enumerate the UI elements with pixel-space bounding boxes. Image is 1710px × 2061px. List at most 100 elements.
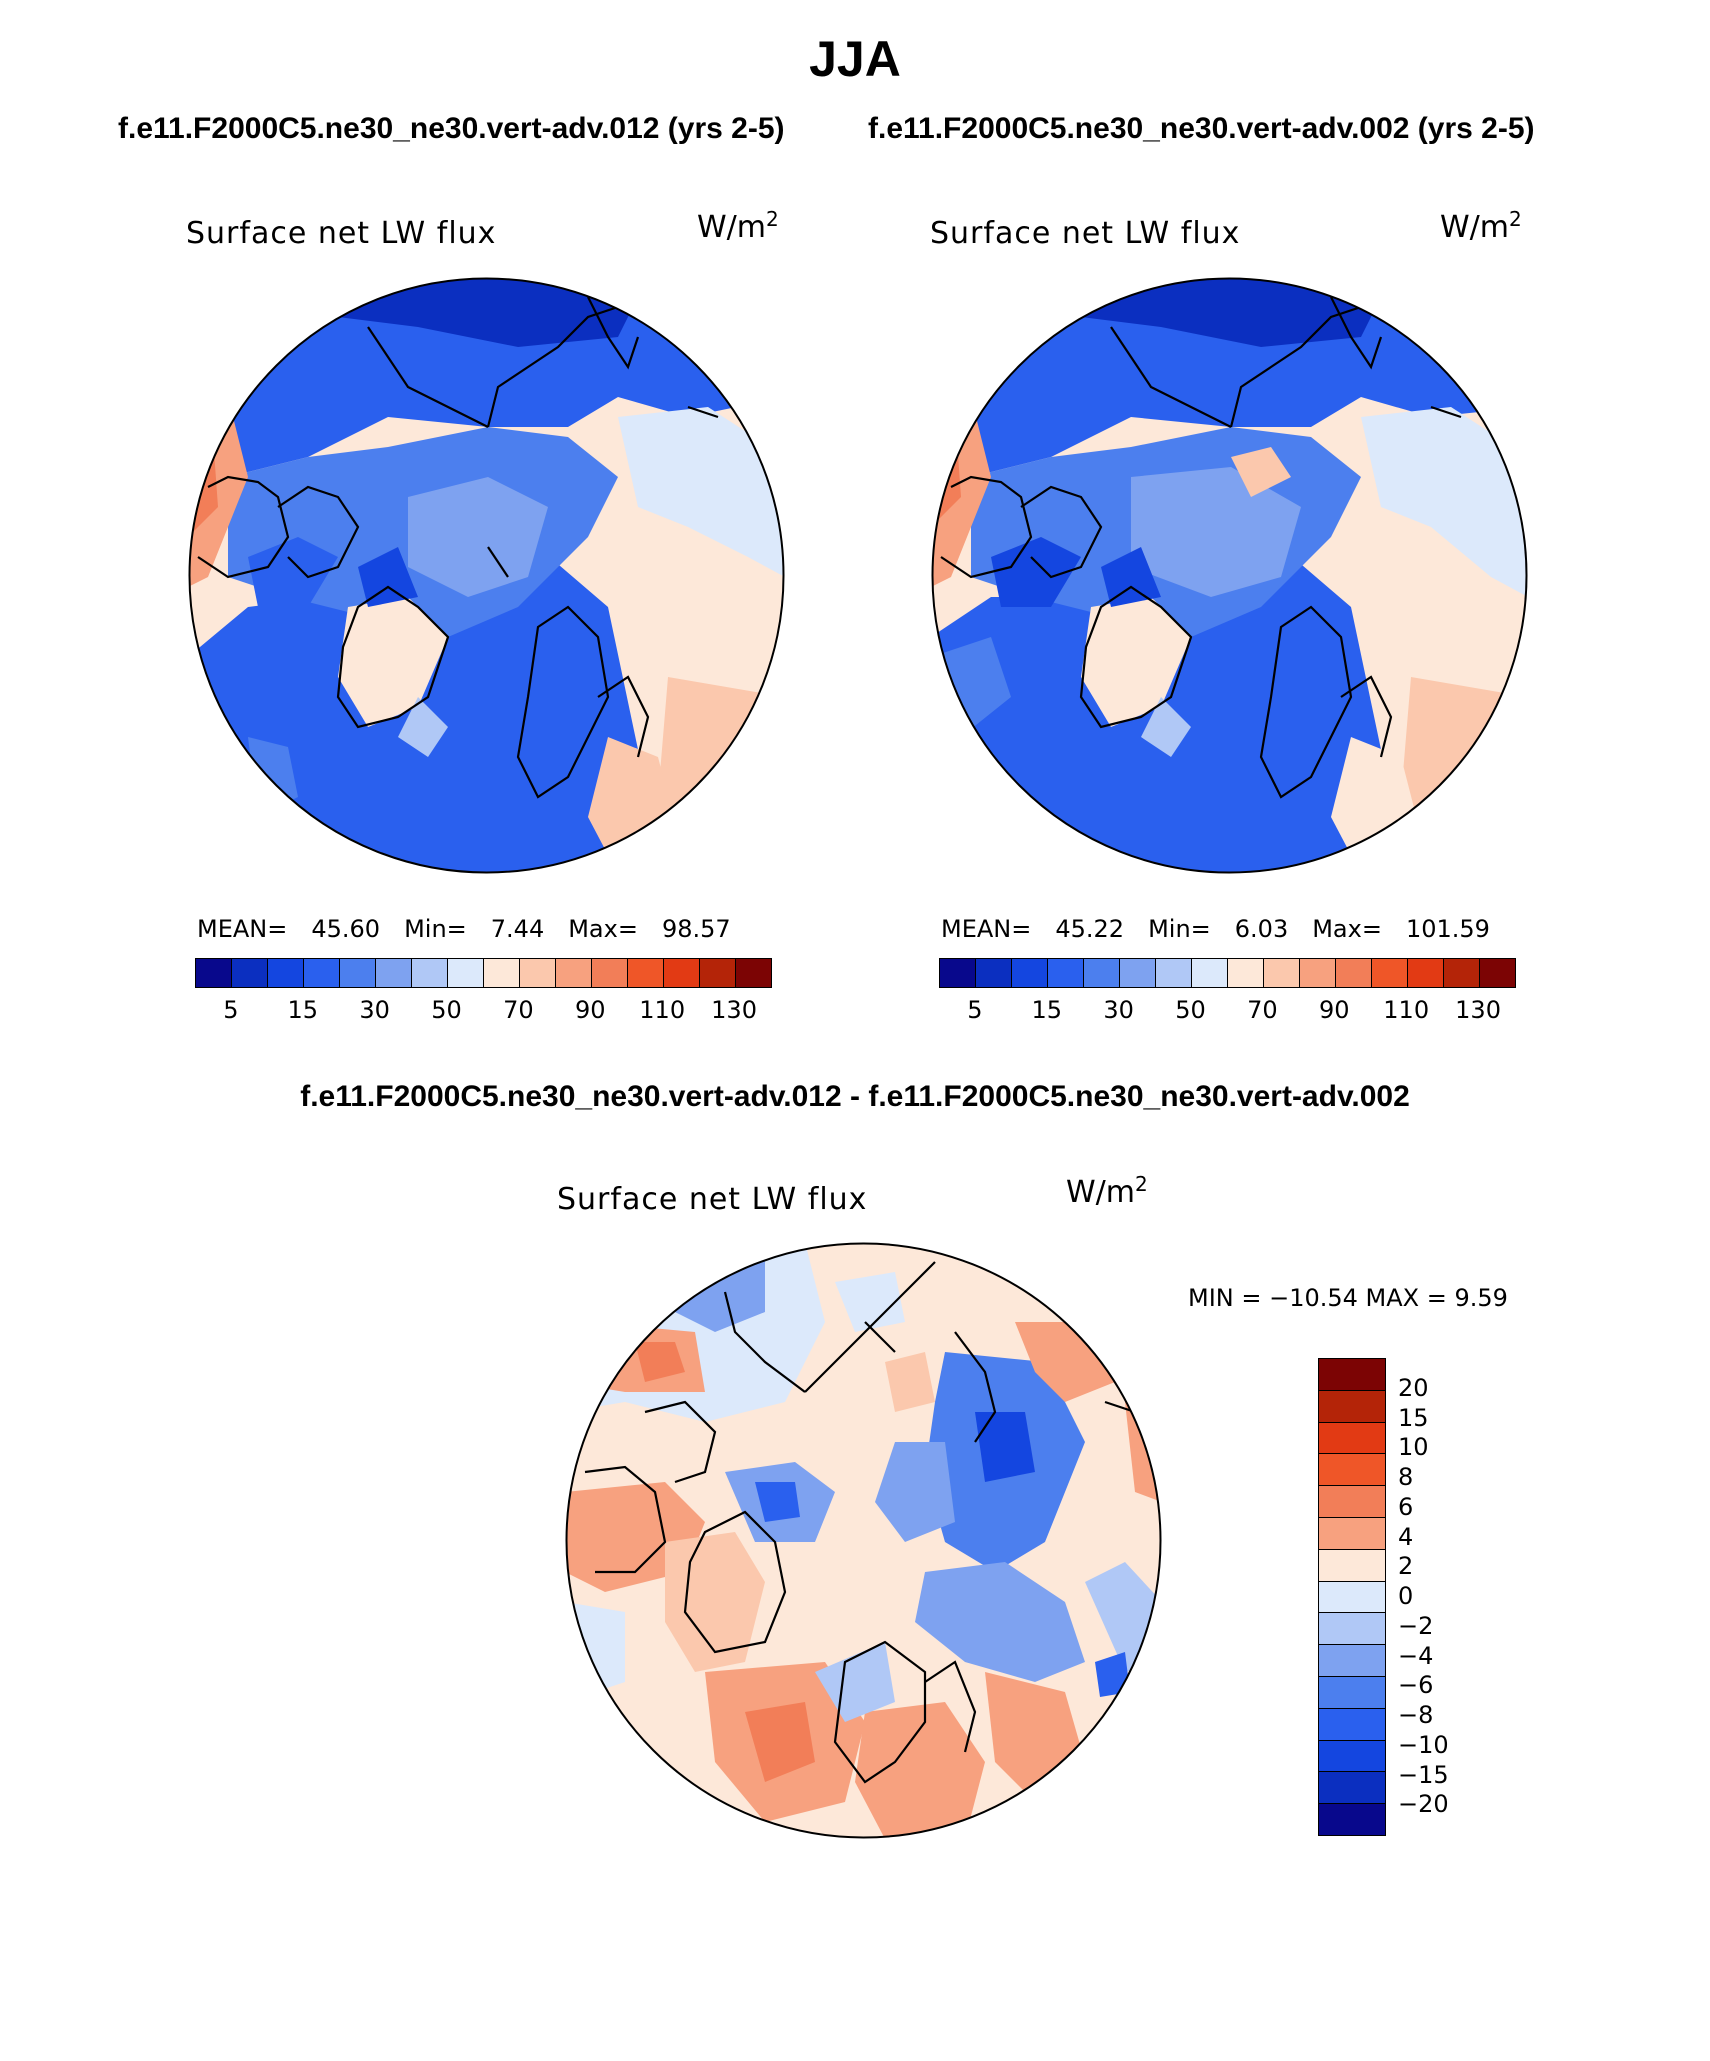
figure-title: JJA [809, 31, 901, 87]
colorbar-tick-label: −2 [1398, 1611, 1434, 1640]
colorbar-swatch [1319, 1549, 1385, 1582]
colorbar-tick-label: 130 [711, 996, 757, 1024]
diff-colorbar-labels: 20 15 10 8 6 4 2 0 −2 −4 −6 −8 −10 −15 −20 [1398, 1358, 1478, 1834]
colorbar-tick-label: 70 [1247, 996, 1278, 1024]
colorbar-tick-label: −8 [1398, 1701, 1434, 1729]
colorbar-tick-label: −6 [1398, 1671, 1434, 1700]
diff-polar-map [565, 1242, 1162, 1839]
colorbar-swatch [1319, 1454, 1385, 1487]
colorbar-swatch [1012, 959, 1048, 987]
colorbar-swatch [1319, 1772, 1385, 1805]
colorbar-tick-label: 90 [575, 996, 606, 1024]
panel1-colorbar [195, 958, 772, 988]
colorbar-tick-label: 110 [639, 996, 686, 1024]
colorbar-swatch [448, 959, 484, 987]
colorbar-swatch [1319, 1645, 1385, 1677]
colorbar-swatch [1408, 959, 1444, 987]
colorbar-swatch [1319, 1676, 1385, 1709]
colorbar-tick-label: 30 [359, 996, 390, 1024]
panel2-colorbar-labels: 5 15 30 50 70 90 110 130 [939, 996, 1514, 1026]
colorbar-swatch [628, 959, 664, 987]
colorbar-tick-label: −20 [1398, 1790, 1449, 1819]
panel2-units: W/m2 [1440, 207, 1522, 245]
colorbar-tick-label: 4 [1398, 1522, 1414, 1551]
colorbar-swatch [304, 959, 340, 987]
colorbar-swatch [1192, 959, 1228, 987]
colorbar-swatch [556, 959, 592, 987]
right-case-subtitle: f.e11.F2000C5.ne30_ne30.vert-adv.002 (yr… [868, 112, 1535, 145]
colorbar-swatch [1319, 1613, 1385, 1646]
colorbar-tick-label: 0 [1398, 1582, 1414, 1610]
colorbar-tick-label: 5 [967, 996, 983, 1024]
colorbar-tick-label: 70 [503, 996, 534, 1024]
colorbar-swatch [1300, 959, 1336, 987]
colorbar-swatch [940, 959, 976, 987]
colorbar-swatch [232, 959, 268, 987]
colorbar-swatch [1319, 1581, 1385, 1614]
colorbar-tick-label: 15 [1398, 1403, 1429, 1432]
diff-units: W/m2 [1066, 1172, 1148, 1210]
colorbar-swatch [1480, 959, 1515, 987]
colorbar-tick-label: 6 [1398, 1492, 1414, 1521]
colorbar-swatch [1372, 959, 1408, 987]
panel1-colorbar-labels: 5 15 30 50 70 90 110 130 [195, 996, 770, 1026]
colorbar-swatch [1444, 959, 1480, 987]
panel2-polar-map [931, 277, 1528, 874]
panel1-variable-label: Surface net LW flux [186, 216, 497, 251]
colorbar-swatch [736, 959, 771, 987]
colorbar-tick-label: −4 [1398, 1641, 1434, 1670]
colorbar-swatch [520, 959, 556, 987]
panel1-polar-map [188, 277, 785, 874]
colorbar-swatch [700, 959, 736, 987]
colorbar-tick-label: 130 [1455, 996, 1501, 1024]
panel2-colorbar [939, 958, 1516, 988]
colorbar-tick-label: 8 [1398, 1463, 1414, 1491]
colorbar-swatch [484, 959, 520, 987]
colorbar-swatch [412, 959, 448, 987]
colorbar-swatch [1319, 1390, 1385, 1423]
colorbar-swatch [1319, 1422, 1385, 1455]
colorbar-swatch [1264, 959, 1300, 987]
colorbar-swatch [1319, 1708, 1385, 1741]
colorbar-swatch [1336, 959, 1372, 987]
panel1-units: W/m2 [697, 207, 779, 245]
colorbar-swatch [268, 959, 304, 987]
colorbar-swatch [1048, 959, 1084, 987]
panel1-stats: MEAN= 45.60 Min= 7.44 Max= 98.57 [197, 915, 731, 943]
colorbar-tick-label: −15 [1398, 1760, 1449, 1789]
colorbar-swatch [1319, 1740, 1385, 1773]
colorbar-swatch [1319, 1486, 1385, 1518]
left-case-subtitle: f.e11.F2000C5.ne30_ne30.vert-adv.012 (yr… [118, 112, 785, 145]
colorbar-swatch [1084, 959, 1120, 987]
colorbar-tick-label: 15 [287, 996, 319, 1024]
colorbar-swatch [1156, 959, 1192, 987]
difference-subtitle: f.e11.F2000C5.ne30_ne30.vert-adv.012 - f… [300, 1080, 1410, 1113]
colorbar-swatch [1120, 959, 1156, 987]
colorbar-tick-label: 20 [1398, 1373, 1429, 1402]
colorbar-swatch [1228, 959, 1264, 987]
colorbar-tick-label: −10 [1398, 1730, 1449, 1759]
colorbar-tick-label: 90 [1319, 996, 1350, 1024]
colorbar-tick-label: 2 [1398, 1552, 1414, 1581]
colorbar-swatch [592, 959, 628, 987]
colorbar-swatch [1319, 1359, 1385, 1391]
diff-colorbar [1318, 1358, 1386, 1836]
colorbar-tick-label: 110 [1383, 996, 1430, 1024]
colorbar-tick-label: 10 [1398, 1433, 1429, 1462]
colorbar-swatch [1319, 1804, 1385, 1835]
colorbar-swatch [376, 959, 412, 987]
diff-minmax: MIN = −10.54 MAX = 9.59 [1188, 1284, 1508, 1312]
colorbar-swatch [664, 959, 700, 987]
colorbar-tick-label: 30 [1103, 996, 1134, 1024]
colorbar-tick-label: 5 [223, 996, 239, 1024]
colorbar-tick-label: 50 [1175, 996, 1206, 1024]
colorbar-swatch [976, 959, 1012, 987]
colorbar-swatch [1319, 1517, 1385, 1550]
colorbar-swatch [340, 959, 376, 987]
panel2-stats: MEAN= 45.22 Min= 6.03 Max= 101.59 [941, 915, 1490, 943]
panel2-variable-label: Surface net LW flux [930, 216, 1241, 251]
colorbar-swatch [196, 959, 232, 987]
colorbar-tick-label: 50 [431, 996, 462, 1024]
colorbar-tick-label: 15 [1031, 996, 1063, 1024]
diff-variable-label: Surface net LW flux [557, 1182, 868, 1217]
